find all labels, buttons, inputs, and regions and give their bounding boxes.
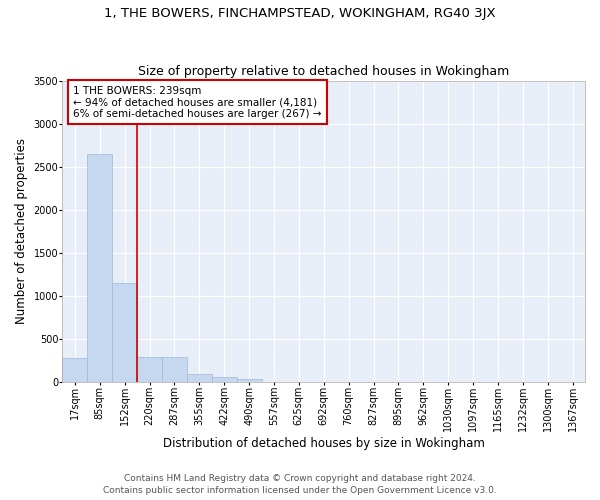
Text: Contains HM Land Registry data © Crown copyright and database right 2024.
Contai: Contains HM Land Registry data © Crown c… [103,474,497,495]
X-axis label: Distribution of detached houses by size in Wokingham: Distribution of detached houses by size … [163,437,485,450]
Bar [62,358,88,382]
Text: 1, THE BOWERS, FINCHAMPSTEAD, WOKINGHAM, RG40 3JX: 1, THE BOWERS, FINCHAMPSTEAD, WOKINGHAM,… [104,8,496,20]
Bar [236,379,262,382]
Bar [162,358,187,382]
Bar [137,357,162,382]
Bar [112,283,137,382]
Text: 1 THE BOWERS: 239sqm
← 94% of detached houses are smaller (4,181)
6% of semi-det: 1 THE BOWERS: 239sqm ← 94% of detached h… [73,86,322,119]
Title: Size of property relative to detached houses in Wokingham: Size of property relative to detached ho… [138,66,509,78]
Bar [187,374,212,382]
Y-axis label: Number of detached properties: Number of detached properties [15,138,28,324]
Bar [212,376,236,382]
Bar [88,154,112,382]
